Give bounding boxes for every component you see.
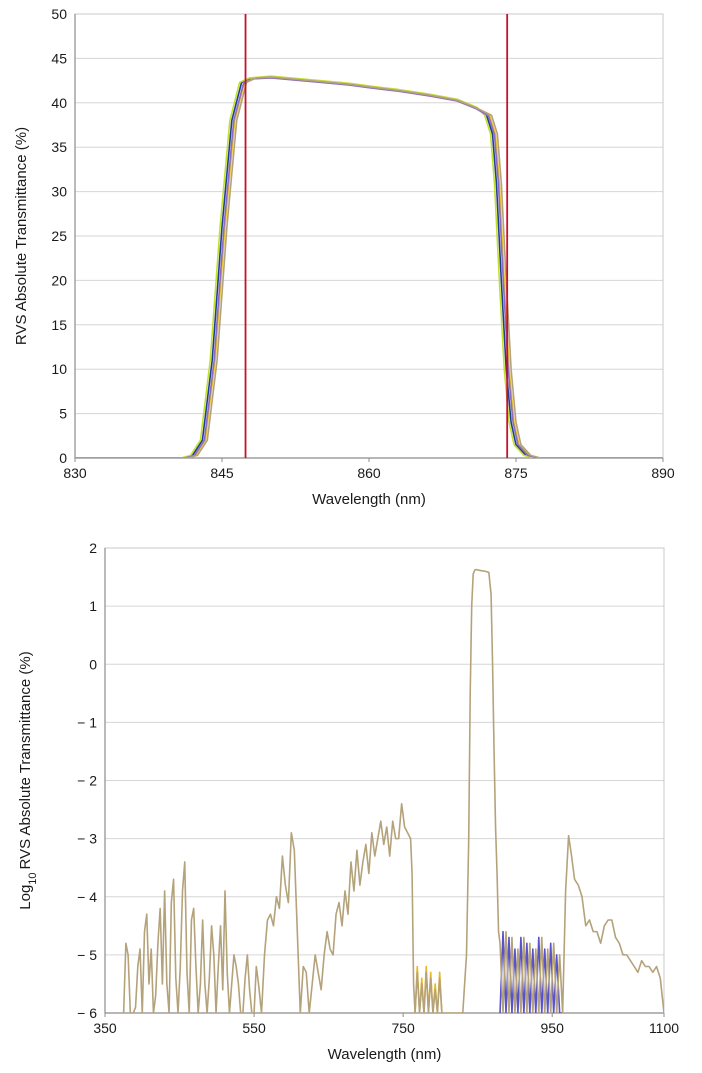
x-tick-label: 860 [357, 465, 381, 481]
y-tick-label: 0 [59, 450, 67, 466]
y-tick-label: 15 [51, 317, 67, 333]
y-tick-label: 45 [51, 50, 67, 66]
y-tick-label: 50 [51, 6, 67, 22]
y-tick-label: 40 [51, 95, 67, 111]
bottom-chart: 350 550 750 950 1100 − 6 − 5 − 4 − 3 − 2 − 1 0 1 2 Wav… [17, 540, 679, 1063]
x-tick-label: 1100 [649, 1020, 679, 1036]
y-tick-label: 0 [89, 656, 97, 672]
y-tick-label: 1 [89, 598, 97, 614]
x-tick-label: 830 [63, 465, 87, 481]
series-line-1 [75, 76, 663, 458]
y-tick-label: 35 [51, 139, 67, 155]
y-tick-label: 25 [51, 228, 67, 244]
y-tick-label: − 5 [77, 947, 97, 963]
y-tick-label: 5 [59, 406, 67, 422]
x-tick-label: 845 [210, 465, 234, 481]
y-axis-title: RVS Absolute Transmittance (%) [13, 127, 30, 345]
y-tick-label: − 6 [77, 1005, 97, 1021]
series-group [75, 75, 663, 458]
y-tick-label: 20 [51, 272, 67, 288]
y-axis-title: Log10RVS Absolute Transmittance (%) [17, 651, 39, 909]
y-tick-label: − 4 [77, 889, 97, 905]
series-line-3 [122, 568, 664, 1013]
x-tick-label: 350 [93, 1020, 117, 1036]
series-line-5 [75, 76, 663, 458]
x-axis-title: Wavelength (nm) [328, 1046, 442, 1063]
y-tick-label: 30 [51, 184, 67, 200]
x-tick-label: 890 [651, 465, 675, 481]
y-tick-label: 10 [51, 361, 67, 377]
x-tick-label: 950 [541, 1020, 565, 1036]
series-line-2 [75, 76, 663, 458]
series-line-4 [75, 77, 663, 458]
y-tick-label: − 1 [77, 714, 97, 730]
x-tick-label: 750 [391, 1020, 415, 1036]
x-axis-title: Wavelength (nm) [312, 491, 426, 508]
y-tick-label: − 2 [77, 773, 97, 789]
x-tick-label: 550 [242, 1020, 266, 1036]
series-line-3 [75, 75, 663, 458]
y-tick-label: 2 [89, 540, 97, 556]
top-chart: 830 845 860 875 890 0 5 10 15 20 25 30 35 40 45 50 Wavel… [13, 6, 675, 508]
x-tick-label: 875 [504, 465, 528, 481]
y-tick-label: − 3 [77, 831, 97, 847]
series-group [122, 568, 664, 1013]
